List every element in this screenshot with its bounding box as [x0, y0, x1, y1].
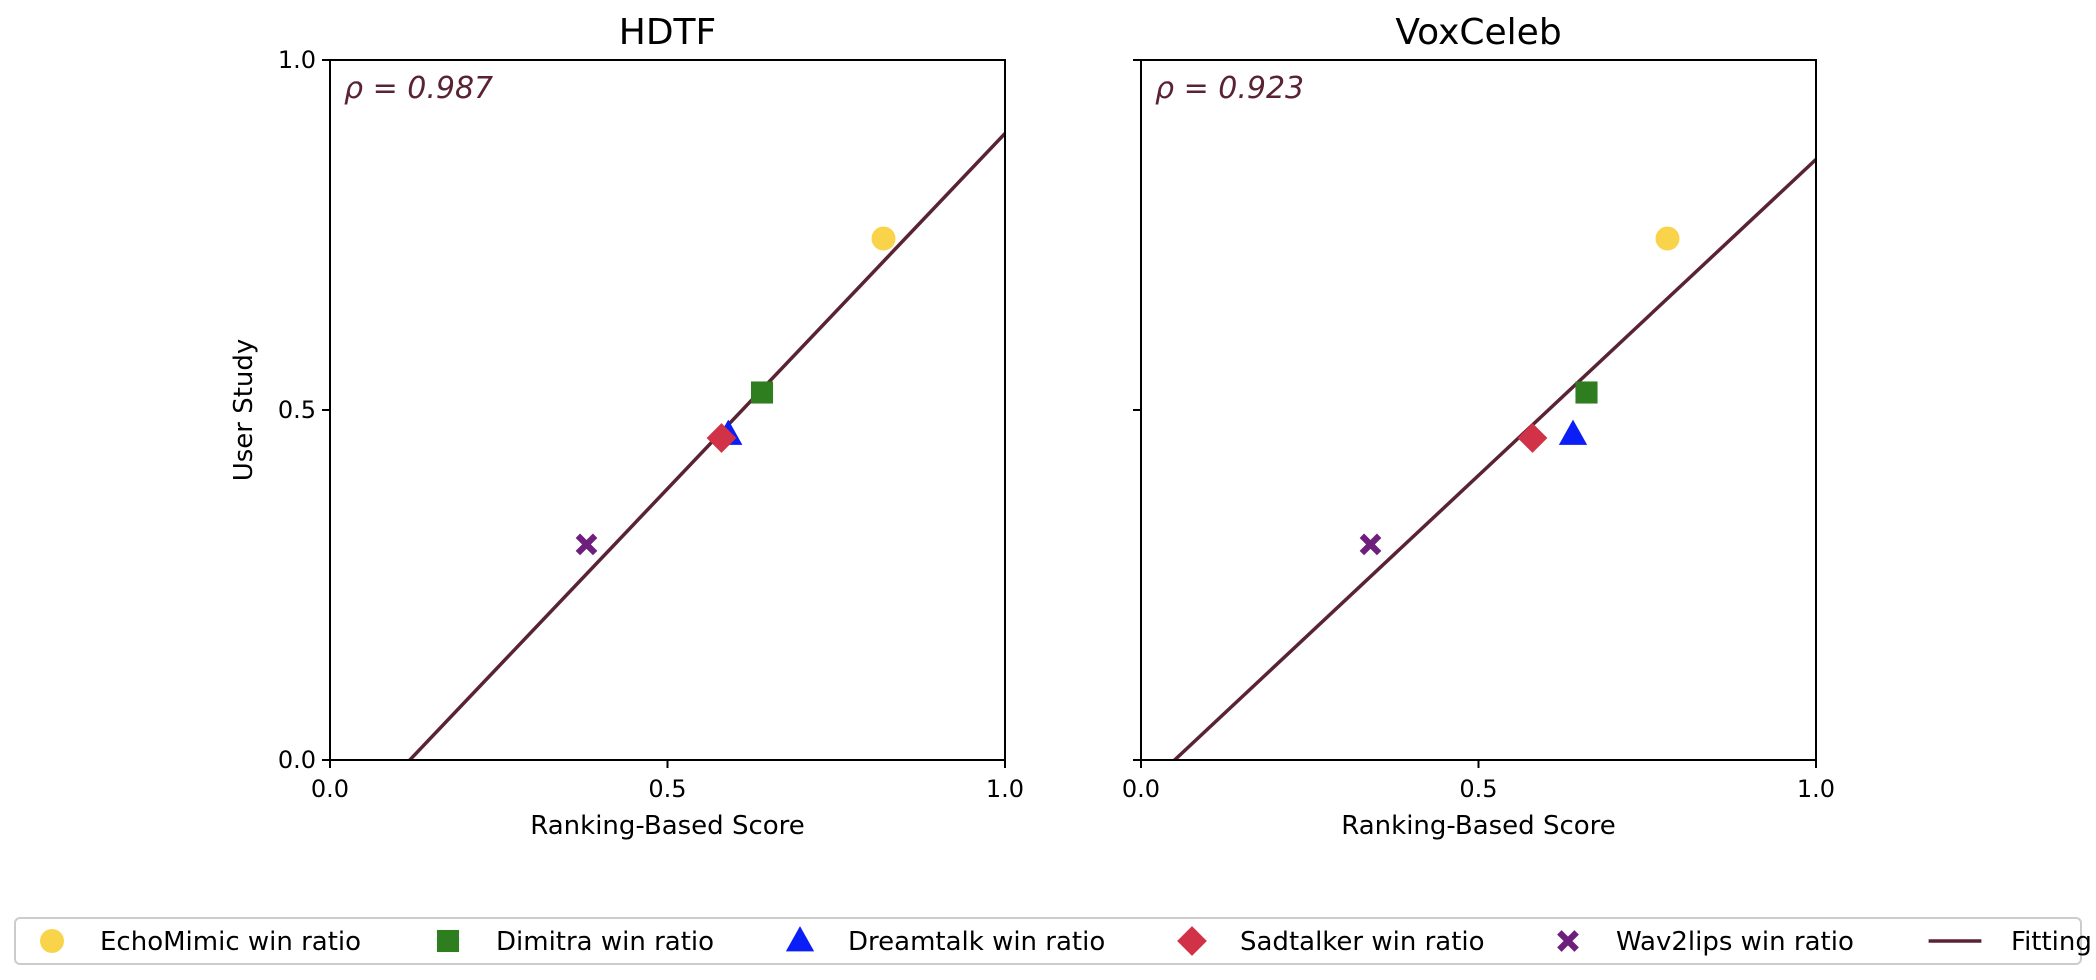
- chart-panel-voxceleb: 0.0 0.5 1.0 VoxCeleb Ranking-Based Score ρ = …: [1122, 12, 1835, 841]
- fit-line: [1172, 158, 1816, 760]
- legend-marker-echomimic-win-ratio: [40, 929, 64, 953]
- x-tick-label: 1.0: [1797, 775, 1835, 803]
- legend-entry-fitting: Fitting: [1928, 927, 2092, 957]
- legend-label: Dreamtalk win ratio: [848, 927, 1105, 957]
- legend-marker-sadtalker-win-ratio: [1177, 926, 1207, 956]
- x-axis-label: Ranking-Based Score: [1341, 811, 1616, 841]
- data-point-echomimic-win-ratio: [871, 226, 896, 251]
- plot-frame: [329, 59, 1006, 761]
- legend-marker-wav2lips-win-ratio: [1557, 930, 1579, 952]
- data-point-wav2lips-win-ratio: [575, 533, 598, 556]
- correlation-annotation: ρ = 0.923: [1155, 71, 1304, 106]
- legend-entry-dimitra-win-ratio: Dimitra win ratio: [436, 927, 714, 957]
- legend-entry-sadtalker-win-ratio: Sadtalker win ratio: [1177, 926, 1485, 957]
- legend-entry-echomimic-win-ratio: EchoMimic win ratio: [40, 927, 361, 957]
- legend-marker-dimitra-win-ratio: [436, 929, 460, 953]
- y-tick-label: 0.0: [278, 746, 316, 774]
- x-axis-label: Ranking-Based Score: [530, 811, 805, 841]
- data-point-dreamtalk-win-ratio: [1558, 419, 1588, 445]
- x-tick-label: 0.5: [648, 775, 686, 803]
- data-point-wav2lips-win-ratio: [1359, 533, 1382, 556]
- y-tick-label: 1.0: [278, 46, 316, 74]
- legend-label: Sadtalker win ratio: [1240, 927, 1485, 957]
- fit-line: [407, 132, 1005, 760]
- y-tick-label: 0.5: [278, 396, 316, 424]
- legend-label: Fitting: [2011, 927, 2092, 957]
- chart-title: HDTF: [619, 12, 717, 53]
- legend-box: [14, 917, 2082, 965]
- legend-entry-dreamtalk-win-ratio: Dreamtalk win ratio: [785, 926, 1105, 957]
- chart-title: VoxCeleb: [1395, 12, 1561, 53]
- x-tick-label: 0.5: [1459, 775, 1497, 803]
- legend-label: Wav2lips win ratio: [1616, 927, 1854, 957]
- data-point-sadtalker-win-ratio: [1517, 423, 1548, 453]
- data-point-dimitra-win-ratio: [1575, 381, 1598, 404]
- correlation-annotation: ρ = 0.987: [344, 71, 493, 106]
- legend-entry-wav2lips-win-ratio: Wav2lips win ratio: [1557, 927, 1854, 957]
- legend-label: EchoMimic win ratio: [100, 927, 361, 957]
- x-tick-label: 1.0: [986, 775, 1024, 803]
- x-tick-label: 0.0: [1122, 775, 1160, 803]
- x-tick-label: 0.0: [311, 775, 349, 803]
- chart-panel-hdtf: 0.0 0.5 1.0 0.0 0.5 1.0 HDTF Ranking-Based Scor…: [229, 12, 1024, 841]
- data-point-dimitra-win-ratio: [750, 381, 774, 404]
- data-point-echomimic-win-ratio: [1655, 226, 1680, 251]
- y-axis-label: User Study: [229, 339, 259, 482]
- plot-frame: [1140, 59, 1817, 761]
- legend: EchoMimic win ratio Dimitra win ratio Drea…: [14, 917, 2092, 965]
- legend-label: Dimitra win ratio: [496, 927, 714, 957]
- legend-marker-dreamtalk-win-ratio: [785, 926, 815, 952]
- data-point-sadtalker-win-ratio: [706, 423, 737, 453]
